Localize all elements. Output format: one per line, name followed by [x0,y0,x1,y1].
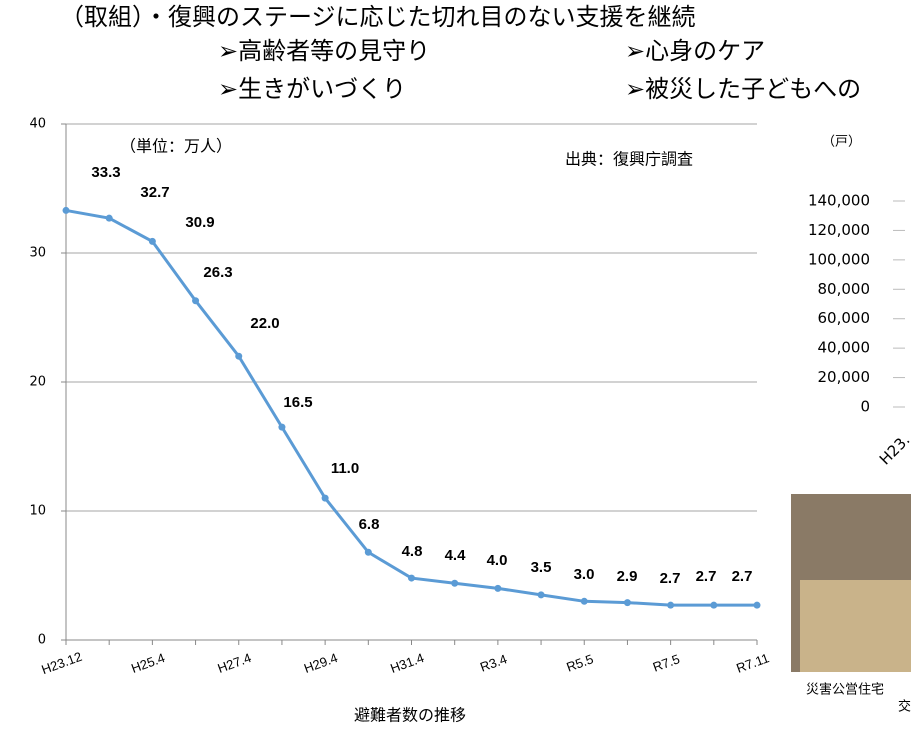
point [451,579,459,587]
y-tick-label: 0 [860,398,870,416]
value-label: 2.9 [617,568,638,585]
x-tick-label: R3.4 [478,651,509,674]
y-tick-label: 100,000 [808,250,870,268]
point [364,548,372,556]
value-label: 6.8 [359,516,380,533]
x-tick-label: H23.12 [39,649,84,677]
y-tick-label: 120,000 [808,221,870,239]
point [580,597,588,605]
value-label: 2.7 [660,570,681,587]
x-tick-label: H27.4 [216,650,254,676]
value-label: 3.5 [531,559,552,576]
x-tick-label: R5.5 [564,651,595,674]
y-tick-label: 20,000 [818,368,871,386]
value-label: 11.0 [331,460,359,477]
y-tick-label: 140,000 [808,192,870,210]
point [321,494,329,502]
photo-caption: 災害公営住宅 [806,682,884,698]
value-label: 26.3 [203,264,232,281]
unit-note: （単位：万人） [120,137,232,156]
point [494,584,502,592]
point [148,237,156,245]
value-label: 22.0 [250,315,279,332]
x-tick-label: R7.11 [734,650,771,676]
source-note: 出典：復興庁調査 [565,150,693,169]
value-label: 3.0 [574,566,595,583]
value-label: 4.8 [402,543,423,560]
point [278,423,286,431]
point [623,599,631,607]
unit-note: （戸） [822,135,861,150]
bullet: ➢被災した子どもへの [625,75,861,103]
value-label: 4.0 [487,552,508,569]
y-tick-label: 10 [29,504,46,519]
point [667,601,675,609]
value-label: 4.4 [445,547,467,564]
value-label: 2.7 [696,568,717,585]
x-tick-label: H31.4 [388,650,426,676]
x-tick-label: H25.4 [129,650,167,676]
x-tick-label: H23. [876,431,911,469]
value-label: 2.7 [732,568,753,585]
value-label: 30.9 [185,214,214,231]
point [710,601,718,609]
point [62,206,70,214]
bullet: ➢生きがいづくり [218,75,406,103]
point [192,297,200,305]
y-tick-label: 30 [29,246,46,261]
heading: （取組）・復興のステージに応じた切れ目のない支援を継続 [60,3,696,31]
y-tick-label: 20 [29,375,46,390]
y-tick-label: 80,000 [818,280,871,298]
value-label: 33.3 [91,164,120,181]
y-tick-label: 60,000 [818,309,871,327]
y-tick-label: 0 [38,633,46,648]
x-axis-title: 避難者数の推移 [354,706,466,725]
value-label: 16.5 [283,394,312,411]
point [235,352,243,360]
point [105,214,113,222]
value-label: 32.7 [140,184,169,201]
point [753,601,761,609]
bullet: ➢心身のケア [625,37,765,65]
x-tick-label: R7.5 [651,651,682,674]
y-tick-label: 40,000 [818,339,871,357]
y-tick-label: 40 [29,117,46,132]
photo-table [800,580,911,672]
photo-caption: 交 [898,699,911,715]
point [408,574,415,582]
bullet: ➢高齢者等の見守り [218,37,430,65]
x-tick-label: H29.4 [302,650,340,676]
point [537,591,545,599]
